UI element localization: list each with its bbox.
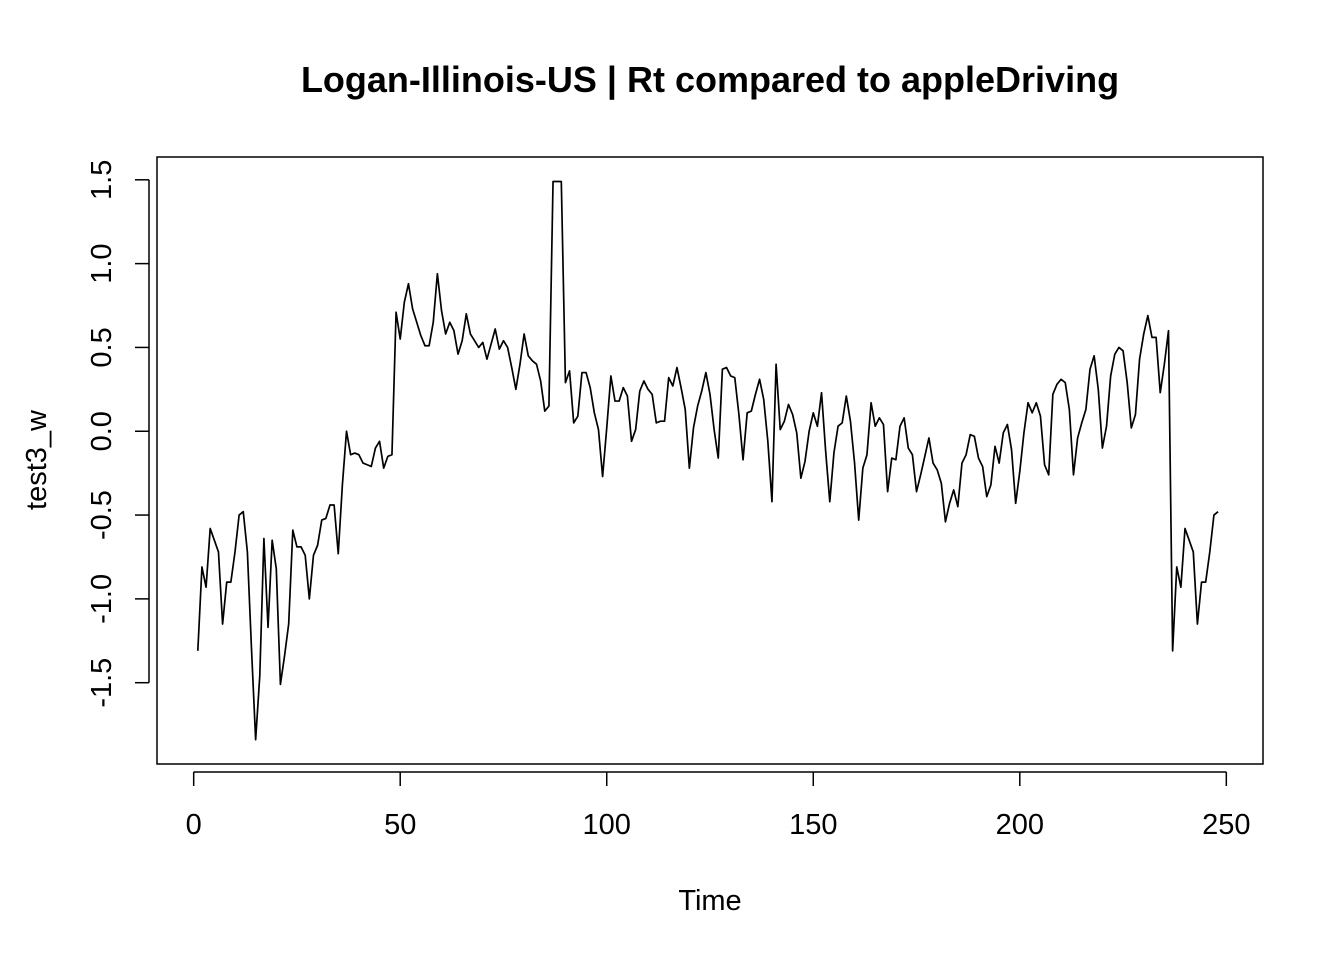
x-axis: 0 50 100 150 200 250 — [186, 771, 1251, 841]
y-tick-label: -1.0 — [86, 574, 118, 624]
y-tick-label: -0.5 — [86, 490, 118, 540]
x-tick-label: 200 — [996, 809, 1044, 841]
y-axis: -1.5 -1.0 -0.5 0.0 0.5 1.0 1.5 — [86, 160, 150, 708]
x-tick-label: 150 — [789, 809, 837, 841]
plot-frame — [156, 156, 1264, 765]
chart-title: Logan-Illinois-US | Rt compared to apple… — [301, 59, 1119, 101]
y-tick-label: 0.5 — [86, 327, 118, 367]
x-tick-label: 100 — [583, 809, 631, 841]
x-tick-label: 0 — [186, 809, 202, 841]
series-layer — [196, 180, 1219, 741]
y-tick-label: 0.0 — [86, 411, 118, 451]
series-line — [196, 180, 1219, 741]
x-tick-label: 50 — [384, 809, 416, 841]
x-tick-label: 250 — [1202, 809, 1250, 841]
y-tick-label: -1.5 — [86, 658, 118, 708]
x-axis-label: Time — [678, 885, 741, 917]
y-tick-label: 1.5 — [86, 160, 118, 200]
y-axis-label: test3_w — [21, 409, 53, 510]
y-tick-label: 1.0 — [86, 243, 118, 283]
